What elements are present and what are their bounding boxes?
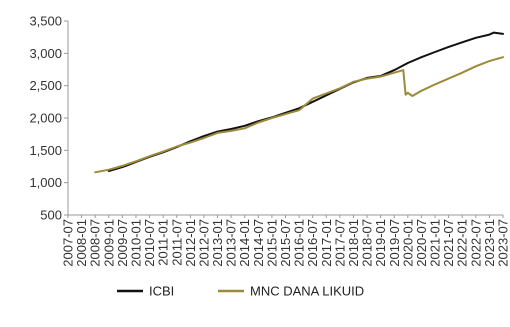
x-tick-label: 2023-01 [482, 219, 497, 267]
series-lines [94, 31, 504, 174]
x-tick-label: 2012-07 [196, 219, 211, 267]
x-tick-label: 2022-01 [455, 219, 470, 267]
legend: ICBI MNC DANA LIKUID [117, 284, 364, 299]
x-tick-label: 2010-07 [142, 219, 157, 267]
x-tick-label: 2010-01 [128, 219, 143, 267]
x-tick-label: 2018-01 [346, 219, 361, 267]
x-tick-label: 2009-01 [101, 219, 116, 267]
x-axis: 2007-072008-012008-072009-012009-072010-… [61, 214, 510, 267]
x-tick-label: 2017-07 [332, 219, 347, 267]
y-tick-label: 3,000 [29, 46, 62, 61]
y-tick-label: 1,000 [29, 175, 62, 190]
x-tick-label: 2015-01 [264, 219, 279, 267]
x-tick-label: 2016-07 [305, 219, 320, 267]
x-tick-label: 2015-07 [278, 219, 293, 267]
x-tick-label: 2021-01 [428, 219, 443, 267]
legend-label-mnc-dana-likuid: MNC DANA LIKUID [250, 284, 364, 299]
y-tick-label: 2,500 [29, 78, 62, 93]
x-tick-label: 2020-01 [400, 219, 415, 267]
x-tick-label: 2019-01 [373, 219, 388, 267]
x-tick-label: 2017-01 [319, 219, 334, 267]
x-tick-label: 2019-07 [387, 219, 402, 267]
y-tick-label: 500 [40, 208, 62, 223]
x-tick-label: 2008-07 [88, 219, 103, 267]
series-line-mnc-dana-likuid [94, 56, 504, 174]
y-tick-label: 3,500 [29, 14, 62, 29]
x-tick-label: 2014-01 [237, 219, 252, 267]
x-tick-label: 2014-07 [251, 219, 266, 267]
legend-label-icbi: ICBI [149, 284, 174, 299]
y-tick-label: 1,500 [29, 143, 62, 158]
x-tick-label: 2013-01 [210, 219, 225, 267]
x-tick-label: 2013-07 [224, 219, 239, 267]
x-tick-label: 2021-07 [441, 219, 456, 267]
x-tick-label: 2012-01 [183, 219, 198, 267]
y-tick-label: 2,000 [29, 111, 62, 126]
y-axis: 500 1,000 1,500 2,000 2,500 3,000 3,500 [29, 14, 69, 223]
x-tick-label: 2023-07 [496, 219, 510, 267]
x-tick-label: 2016-01 [292, 219, 307, 267]
x-tick-label: 2008-01 [74, 219, 89, 267]
x-tick-label: 2007-07 [61, 219, 76, 267]
x-tick-label: 2009-07 [115, 219, 130, 267]
x-tick-label: 2011-01 [156, 219, 171, 266]
x-tick-label: 2018-07 [360, 219, 375, 267]
x-tick-label: 2020-07 [414, 219, 429, 267]
x-tick-label: 2011-07 [169, 219, 184, 266]
x-tick-label: 2022-07 [468, 219, 483, 267]
